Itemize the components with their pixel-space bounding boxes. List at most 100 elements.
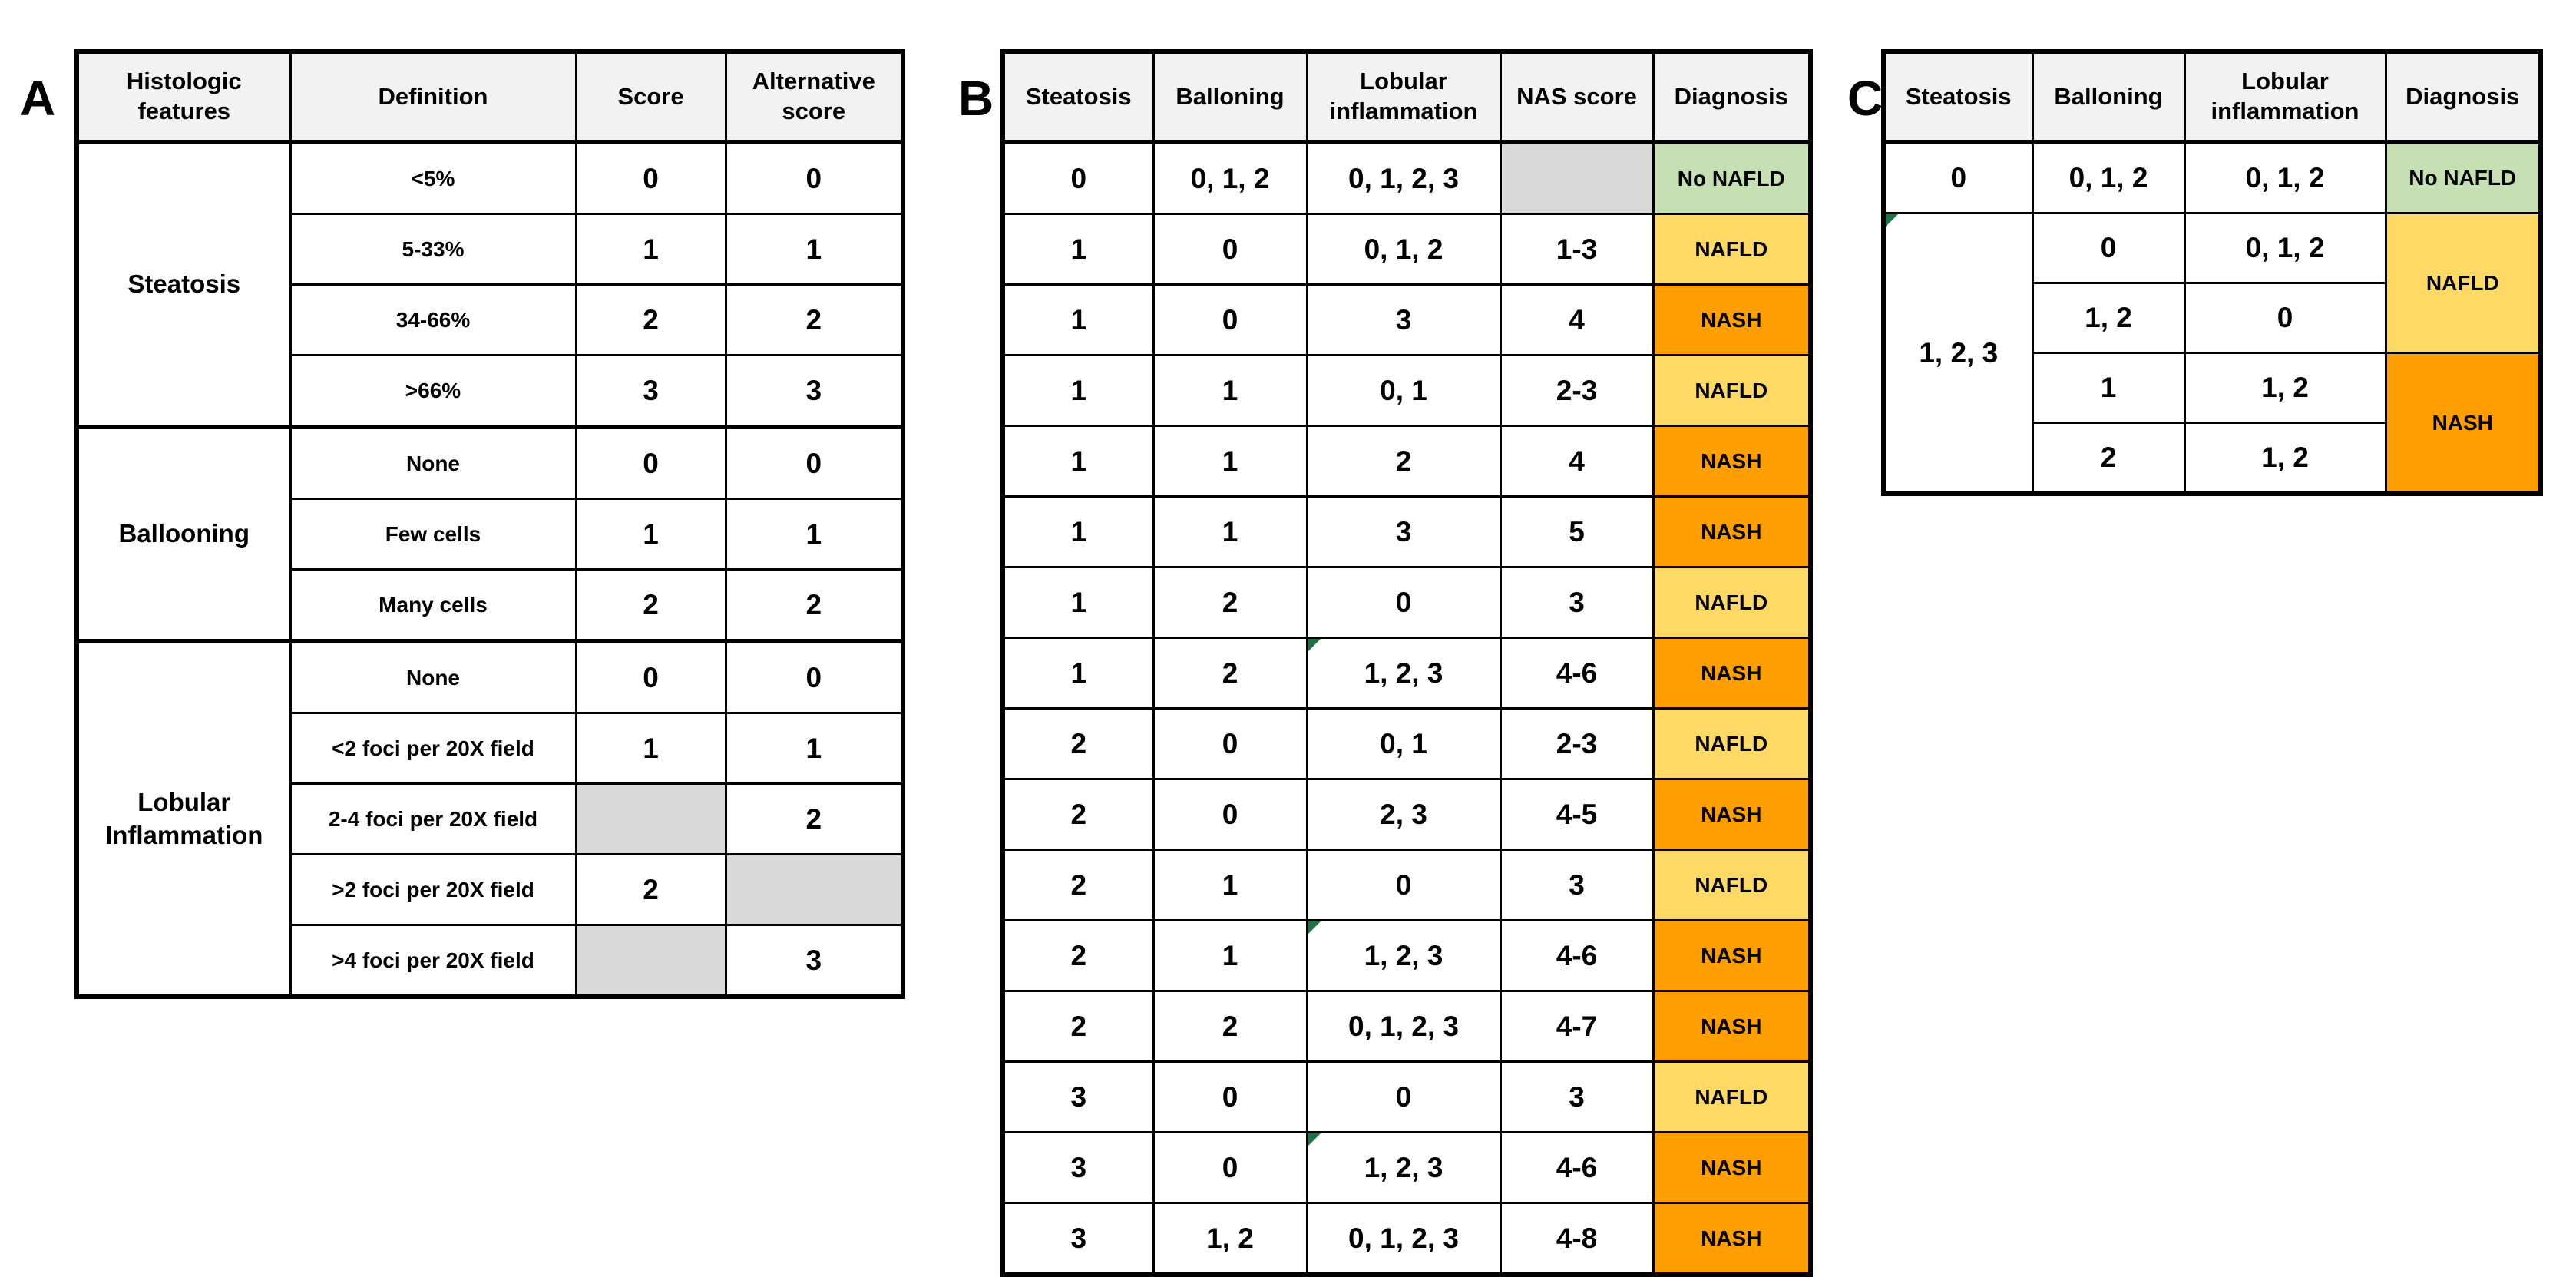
- table-row: Few cells 1 1: [77, 498, 904, 571]
- b-ballooning-cell: 2: [1152, 566, 1308, 639]
- c-header-lobular-inflammation: Lobular inflammation: [2183, 50, 2387, 144]
- b-nas-cell: 4: [1499, 425, 1655, 498]
- b-steatosis-cell: 1: [1001, 425, 1155, 498]
- table-row: 0 0, 1, 2 0, 1, 2 No NAFLD: [1882, 141, 2542, 214]
- table-row: 2 2 0, 1, 2, 3 4-7 NASH: [1001, 990, 1812, 1063]
- a-score-cell-blocked: [574, 782, 727, 855]
- b-steatosis-cell: 1: [1001, 495, 1155, 568]
- a-definition-cell: <2 foci per 20X field: [289, 712, 577, 785]
- a-header-histologic-features: Histologic features: [75, 50, 292, 144]
- a-definition-cell: >66%: [289, 354, 577, 428]
- table-row: 3 0 1, 2, 3 4-6 NASH: [1001, 1131, 1812, 1204]
- b-ballooning-cell: 0: [1152, 283, 1308, 356]
- a-alt-score-cell: 0: [724, 639, 904, 714]
- a-definition-cell: 2-4 foci per 20X field: [289, 782, 577, 855]
- b-diagnosis-cell: NASH: [1652, 1131, 1812, 1204]
- table-row: 1 1 3 5 NASH: [1001, 495, 1812, 568]
- b-ballooning-cell: 0: [1152, 213, 1308, 286]
- b-header-diagnosis: Diagnosis: [1652, 50, 1812, 144]
- b-lobular-cell: 0, 1, 2: [1305, 213, 1502, 286]
- a-score-cell: 0: [574, 639, 727, 714]
- b-diagnosis-cell: NAFLD: [1652, 354, 1812, 427]
- c-ballooning-cell: 2: [2031, 422, 2186, 495]
- table-row: 2 0 0, 1 2-3 NAFLD: [1001, 707, 1812, 780]
- a-alt-score-cell: 0: [724, 425, 904, 500]
- c-header-steatosis: Steatosis: [1882, 50, 2034, 144]
- b-ballooning-cell: 1: [1152, 425, 1308, 498]
- b-ballooning-cell: 2: [1152, 990, 1308, 1063]
- b-lobular-cell: 0, 1: [1305, 354, 1502, 427]
- a-feature-ballooning: Ballooning: [75, 425, 292, 643]
- b-steatosis-cell: 2: [1001, 707, 1155, 780]
- b-lobular-cell: 3: [1305, 495, 1502, 568]
- b-steatosis-cell: 1: [1001, 354, 1155, 427]
- table-row: 3 1, 2 0, 1, 2, 3 4-8 NASH: [1001, 1202, 1812, 1276]
- a-header-definition: Definition: [289, 50, 577, 144]
- table-row: 2 1, 2: [1883, 422, 2541, 495]
- b-steatosis-cell: 1: [1001, 283, 1155, 356]
- table-b-nas-diagnosis: Steatosis Balloning Lobular inflammation…: [1000, 49, 1813, 1277]
- table-row: 5-33% 1 1: [77, 213, 904, 286]
- a-alt-score-cell: 0: [724, 141, 904, 215]
- table-row: 2 1 1, 2, 3 4-6 NASH: [1001, 919, 1812, 992]
- b-ballooning-cell: 1: [1152, 849, 1308, 921]
- b-ballooning-cell: 1, 2: [1152, 1202, 1308, 1276]
- a-definition-cell: <5%: [289, 141, 577, 215]
- c-ballooning-cell: 0: [2031, 212, 2186, 284]
- b-ballooning-cell: 0: [1152, 707, 1308, 780]
- b-ballooning-cell: 0: [1152, 1131, 1308, 1204]
- b-lobular-cell: 2: [1305, 425, 1502, 498]
- b-ballooning-cell: 2: [1152, 637, 1308, 710]
- a-feature-lobular-inflammation: Lobular Inflammation: [75, 639, 292, 998]
- b-lobular-cell: 0, 1, 2, 3: [1305, 1202, 1502, 1276]
- b-nas-cell: 2-3: [1499, 354, 1655, 427]
- b-lobular-cell: 1, 2, 3: [1305, 1131, 1502, 1204]
- b-diagnosis-cell: NASH: [1652, 283, 1812, 356]
- a-alt-score-cell: 2: [724, 568, 904, 643]
- a-definition-cell: 5-33%: [289, 213, 577, 286]
- b-ballooning-cell: 0: [1152, 1060, 1308, 1133]
- b-diagnosis-cell: NAFLD: [1652, 1060, 1812, 1133]
- b-nas-cell: 4-6: [1499, 637, 1655, 710]
- b-steatosis-cell: 2: [1001, 849, 1155, 921]
- a-definition-cell: >2 foci per 20X field: [289, 853, 577, 926]
- a-alt-score-cell: 1: [724, 213, 904, 286]
- b-lobular-cell: 0, 1, 2, 3: [1305, 141, 1502, 215]
- b-nas-cell-blocked: [1499, 141, 1655, 215]
- a-score-cell: 1: [574, 498, 727, 571]
- table-a-histologic-scores: Histologic features Definition Score Alt…: [74, 49, 905, 999]
- b-diagnosis-cell: NAFLD: [1652, 213, 1812, 286]
- a-score-cell: 2: [574, 853, 727, 926]
- c-ballooning-cell: 0, 1, 2: [2031, 141, 2186, 214]
- b-nas-cell: 4-5: [1499, 778, 1655, 851]
- table-row: >66% 3 3: [77, 354, 904, 428]
- b-header-lobular-inflammation: Lobular inflammation: [1305, 50, 1502, 144]
- b-ballooning-cell: 1: [1152, 495, 1308, 568]
- a-alt-score-cell-blocked: [724, 853, 904, 926]
- table-row: 2-4 foci per 20X field 2: [77, 782, 904, 855]
- b-diagnosis-cell: NASH: [1652, 495, 1812, 568]
- table-row: 1, 2, 3 0 0, 1, 2 NAFLD: [1882, 212, 2542, 495]
- table-row: 1 2 0 3 NAFLD: [1001, 566, 1812, 639]
- table-row: <2 foci per 20X field 1 1: [77, 712, 904, 785]
- b-nas-cell: 3: [1499, 849, 1655, 921]
- b-steatosis-cell: 1: [1001, 566, 1155, 639]
- a-alt-score-cell: 1: [724, 498, 904, 571]
- table-c-simplified-diagnosis: Steatosis Balloning Lobular inflammation…: [1881, 49, 2543, 496]
- table-b-header-row: Steatosis Balloning Lobular inflammation…: [1001, 50, 1812, 144]
- b-nas-cell: 4-7: [1499, 990, 1655, 1063]
- panel-c-label: C: [1847, 71, 1883, 126]
- b-lobular-cell: 0: [1305, 566, 1502, 639]
- b-lobular-cell: 2, 3: [1305, 778, 1502, 851]
- b-nas-cell: 3: [1499, 1060, 1655, 1133]
- c-steatosis-cell: 0: [1882, 141, 2034, 214]
- a-alt-score-cell: 2: [724, 782, 904, 855]
- c-lobular-cell: 0: [2183, 282, 2387, 354]
- b-lobular-cell: 0: [1305, 1060, 1502, 1133]
- b-diagnosis-cell: NASH: [1652, 990, 1812, 1063]
- a-score-cell: 2: [574, 283, 727, 356]
- b-diagnosis-cell: NASH: [1652, 425, 1812, 498]
- b-steatosis-cell: 3: [1001, 1060, 1155, 1133]
- panel-b-label: B: [958, 71, 994, 126]
- b-diagnosis-cell: NAFLD: [1652, 566, 1812, 639]
